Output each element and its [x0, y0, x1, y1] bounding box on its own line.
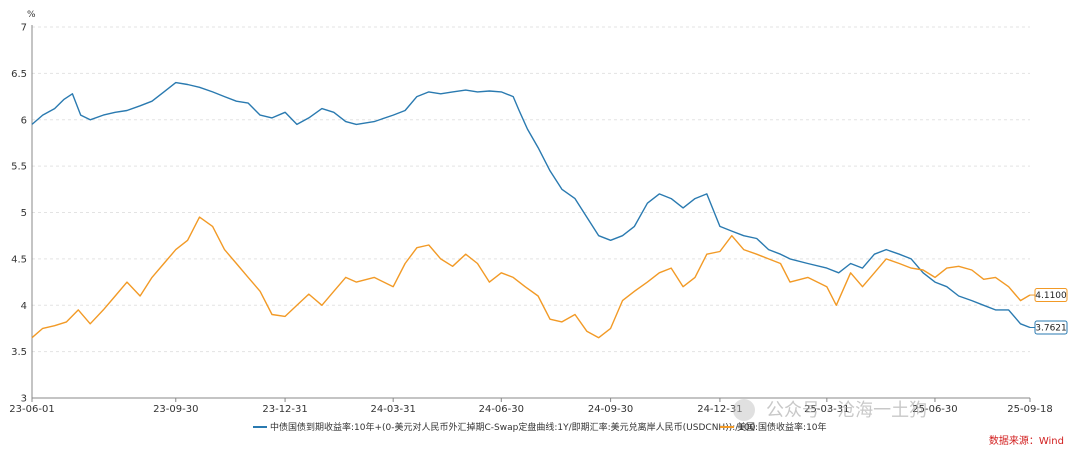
- series-line-1: [31, 216, 1031, 339]
- x-tick-label: 23-12-31: [262, 404, 307, 415]
- x-tick-label: 23-09-30: [153, 404, 198, 415]
- series-line-0: [31, 81, 1031, 329]
- y-tick-label: 4: [21, 301, 27, 312]
- x-tick-label: 24-03-31: [370, 404, 415, 415]
- source-note: 数据来源：Wind: [989, 434, 1064, 447]
- y-tick-label: 3: [21, 394, 27, 405]
- y-tick-label: 6.5: [11, 69, 27, 80]
- y-tick-label: 7: [21, 23, 27, 34]
- end-label-layer: 3.7621 4.1100: [1030, 288, 1068, 335]
- y-tick-label: 6: [21, 115, 27, 126]
- x-tick-label: 25-06-30: [912, 404, 957, 415]
- legend-item[interactable]: 中债国债到期收益率:10年+(0-美元对人民币外汇掉期C-Swap定盘曲线:1Y…: [270, 421, 756, 433]
- x-tick-label: 23-06-01: [9, 404, 54, 415]
- watermark: 公众号 · 沧海一土狗: [733, 399, 927, 421]
- axis-layer: % 3 3.5 4 4.5 5 5.5 6 6.5 7 23-06-01 23-09-30 23-12…: [9, 10, 1052, 415]
- end-label-value: 4.1100: [1035, 291, 1067, 301]
- y-tick-label: 5: [21, 208, 27, 219]
- wechat-icon: [733, 399, 755, 421]
- x-tick-label: 24-12-31: [697, 404, 742, 415]
- x-tick-label: 25-09-18: [1007, 404, 1052, 415]
- y-axis-unit: %: [27, 10, 36, 20]
- x-tick-label: 25-03-31: [804, 404, 849, 415]
- end-label-value: 3.7621: [1035, 324, 1067, 334]
- legend[interactable]: 中债国债到期收益率:10年+(0-美元对人民币外汇掉期C-Swap定盘曲线:1Y…: [253, 421, 827, 433]
- x-tick-label: 24-09-30: [588, 404, 633, 415]
- series-layer: [31, 81, 1031, 339]
- y-tick-label: 5.5: [11, 162, 27, 173]
- end-label-box: [1034, 320, 1068, 335]
- legend-item[interactable]: 美国:国债收益率:10年: [737, 421, 827, 433]
- watermark-text: 公众号 · 沧海一土狗: [766, 400, 927, 421]
- x-tick-label: 24-06-30: [479, 404, 524, 415]
- end-label-box: [1034, 288, 1068, 303]
- grid-layer: [32, 26, 1030, 353]
- y-tick-label: 3.5: [11, 347, 27, 358]
- y-tick-label: 4.5: [11, 254, 27, 265]
